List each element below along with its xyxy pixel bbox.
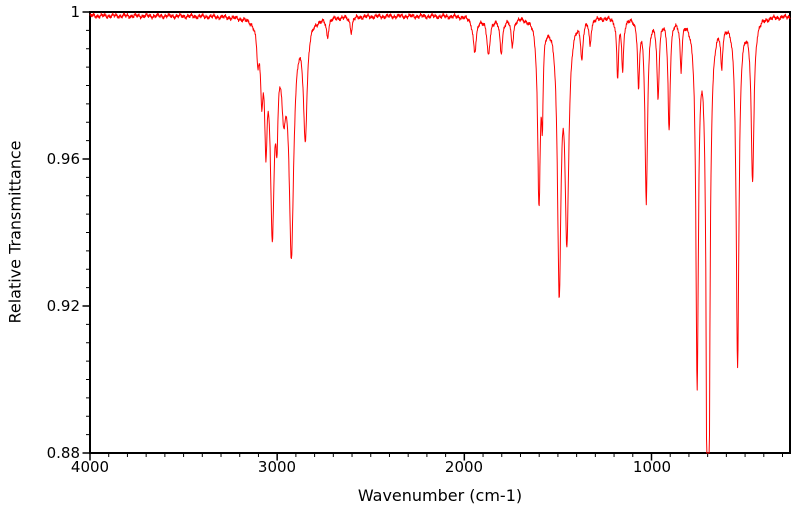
plot-frame (89, 11, 791, 454)
spectrum-line (89, 12, 791, 454)
y-tick-label-088: 0.88 (46, 444, 80, 462)
x-axis-title: Wavenumber (cm-1) (357, 486, 523, 505)
x-tick-label-2000: 2000 (444, 458, 484, 476)
x-tick-label-4000: 4000 (70, 458, 110, 476)
y-tick-label-092: 0.92 (46, 297, 80, 315)
y-tick-label-096: 0.96 (46, 150, 80, 168)
y-axis-title: Relative Transmittance (5, 140, 25, 324)
x-tick-label-3000: 3000 (257, 458, 297, 476)
x-tick-label-1000: 1000 (632, 458, 672, 476)
y-tick-label-1: 1 (70, 3, 80, 21)
